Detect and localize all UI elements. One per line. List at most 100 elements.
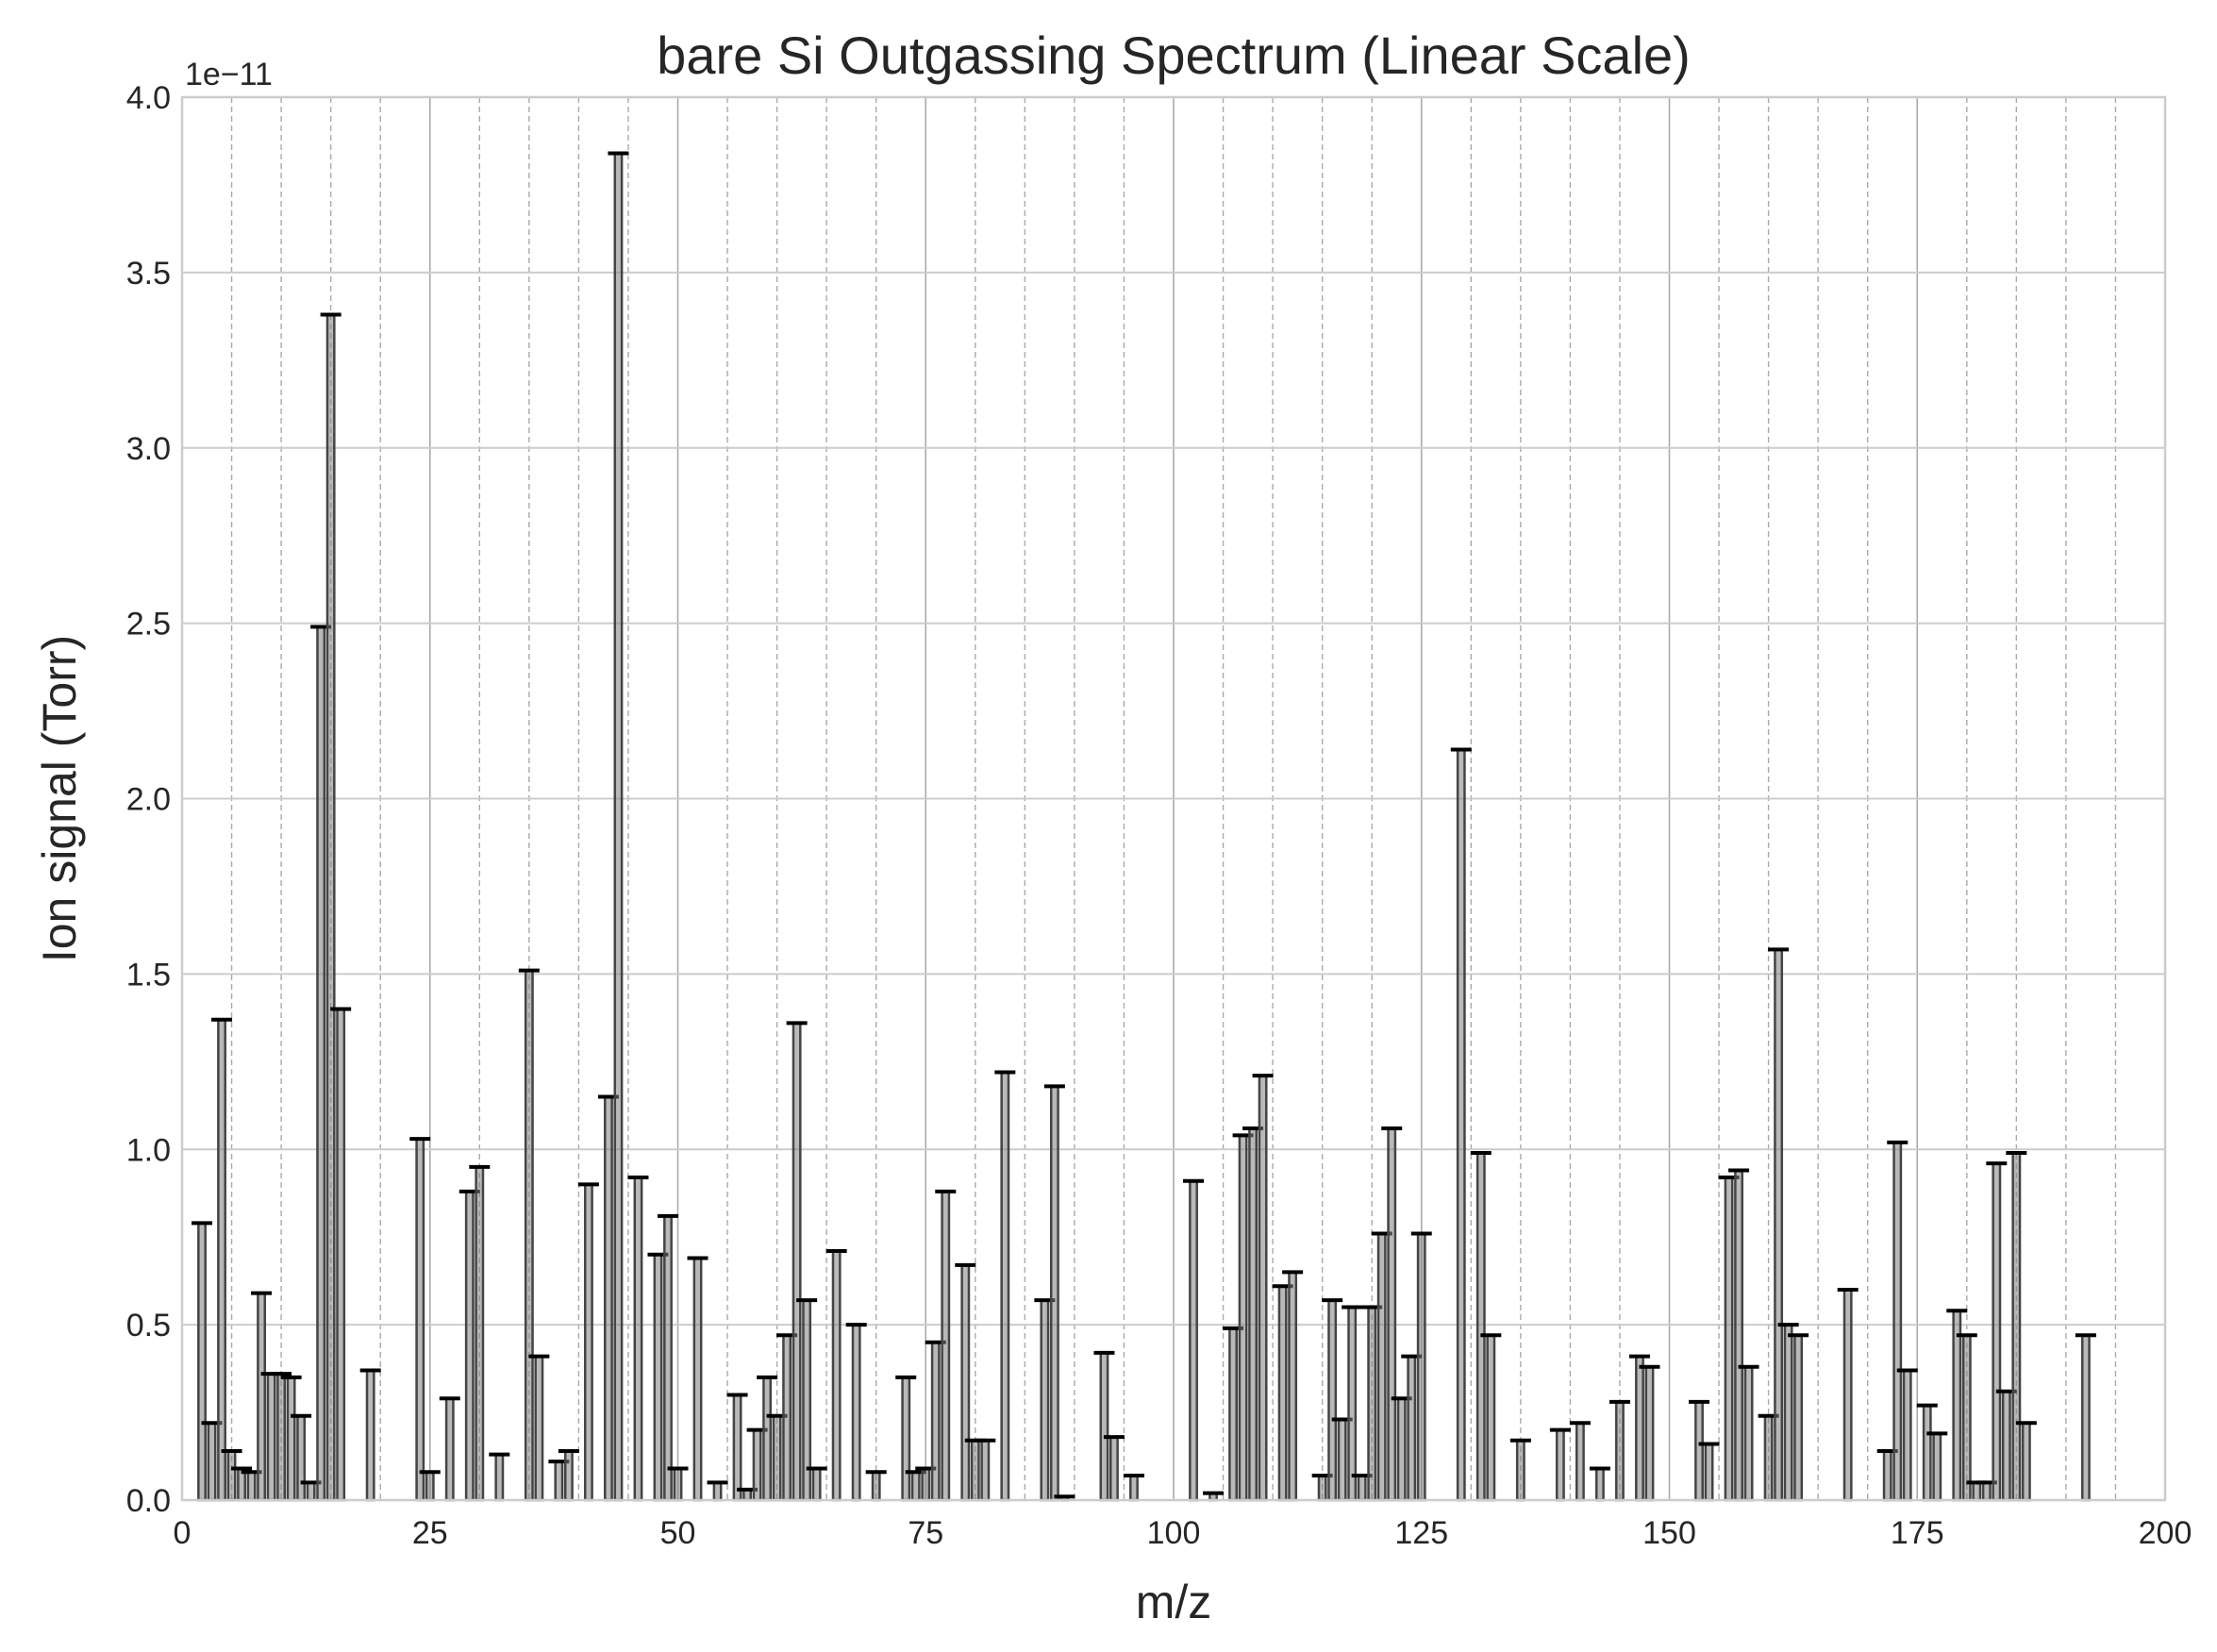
bar: [306, 1481, 316, 1502]
bar: [1595, 1467, 1605, 1502]
bar: [604, 1095, 613, 1502]
bar: [1277, 1284, 1288, 1502]
x-tick-label: 75: [908, 1515, 943, 1551]
bar: [1932, 1432, 1942, 1502]
bars-group: [192, 151, 2096, 1502]
bar: [1892, 1141, 1903, 1502]
bar: [257, 1292, 267, 1502]
bar: [2001, 1390, 2011, 1502]
bar: [1704, 1443, 1714, 1502]
bar: [2021, 1421, 2031, 1502]
bar: [1327, 1298, 1338, 1502]
bar: [782, 1334, 792, 1502]
bar: [1347, 1306, 1358, 1502]
y-tick-labels: 0.0 0.5 1.0 1.5 2.0 2.5 3.0 3.5 4.0: [126, 80, 171, 1519]
y-tick-label: 4.0: [126, 80, 171, 116]
bar: [1922, 1404, 1932, 1502]
bar: [1902, 1369, 1912, 1502]
x-tick-label: 25: [412, 1515, 448, 1551]
bar: [316, 626, 326, 1502]
bar: [325, 313, 336, 1502]
bar: [563, 1449, 574, 1502]
bar: [1783, 1323, 1793, 1502]
bar: [653, 1253, 663, 1502]
bar: [1763, 1414, 1774, 1502]
y-tick-label: 0.0: [126, 1483, 171, 1519]
bar: [197, 1222, 207, 1502]
bar: [1793, 1334, 1804, 1502]
x-tick-label: 200: [2139, 1515, 2192, 1551]
bar: [1515, 1439, 1525, 1502]
bar: [1635, 1355, 1644, 1502]
bar: [1238, 1134, 1248, 1502]
bar: [1357, 1474, 1367, 1502]
bar: [1189, 1179, 1198, 1502]
x-axis-label: m/z: [1136, 1576, 1212, 1628]
bar: [1109, 1435, 1119, 1502]
bar: [1040, 1298, 1050, 1502]
bar: [276, 1372, 287, 1502]
bar: [1367, 1306, 1377, 1502]
bar: [1396, 1396, 1407, 1502]
bar: [534, 1355, 544, 1502]
bar: [752, 1428, 762, 1502]
bar: [1555, 1428, 1565, 1502]
chart-title: bare Si Outgassing Spectrum (Linear Scal…: [657, 25, 1691, 85]
bar: [732, 1393, 742, 1502]
bar: [246, 1471, 257, 1502]
bar: [633, 1176, 643, 1502]
bar: [415, 1137, 425, 1502]
bar: [1644, 1365, 1655, 1502]
bar: [1407, 1355, 1417, 1502]
bar: [692, 1257, 703, 1502]
bar: [1734, 1169, 1743, 1502]
bar: [266, 1372, 276, 1502]
bar: [1575, 1421, 1585, 1502]
y-axis-offset-label: 1e−11: [185, 57, 273, 92]
bar: [712, 1481, 723, 1502]
bar: [1743, 1365, 1754, 1502]
y-tick-label: 1.0: [126, 1132, 171, 1168]
bar: [226, 1449, 237, 1502]
bar: [762, 1376, 773, 1502]
bar: [1992, 1161, 2002, 1502]
bar: [613, 152, 624, 1502]
bar: [1049, 1085, 1059, 1502]
bar: [1774, 948, 1784, 1502]
y-tick-label: 1.5: [126, 957, 171, 993]
bar: [1000, 1071, 1010, 1502]
bar: [365, 1369, 375, 1502]
x-tick-label: 150: [1642, 1515, 1696, 1551]
bar: [2011, 1151, 2022, 1502]
bar: [2080, 1334, 2091, 1502]
bar: [583, 1183, 593, 1502]
x-tick-labels: 0 25 50 75 100 125 150 175 200: [174, 1515, 2192, 1551]
x-tick-label: 175: [1891, 1515, 1944, 1551]
bar: [1099, 1351, 1109, 1502]
bar: [1129, 1474, 1139, 1502]
bar: [1961, 1334, 1972, 1502]
bar: [970, 1439, 980, 1502]
bar: [1972, 1481, 1982, 1502]
bar: [1615, 1400, 1625, 1502]
bar: [494, 1453, 505, 1502]
y-tick-label: 2.5: [126, 607, 171, 642]
bar: [980, 1439, 991, 1502]
bar: [1724, 1176, 1734, 1502]
x-tick-label: 50: [660, 1515, 696, 1551]
bar: [1952, 1310, 1962, 1502]
bar: [910, 1471, 921, 1502]
bar: [1981, 1481, 1992, 1502]
bar: [663, 1214, 673, 1502]
bar: [1882, 1449, 1892, 1502]
bar: [831, 1249, 842, 1502]
bar: [1416, 1232, 1426, 1502]
bar: [1456, 748, 1466, 1502]
bar: [475, 1165, 485, 1502]
bar: [286, 1376, 296, 1502]
bar: [296, 1414, 307, 1502]
plot-frame: [180, 95, 2167, 1502]
bar: [444, 1396, 455, 1502]
bar: [673, 1467, 683, 1502]
